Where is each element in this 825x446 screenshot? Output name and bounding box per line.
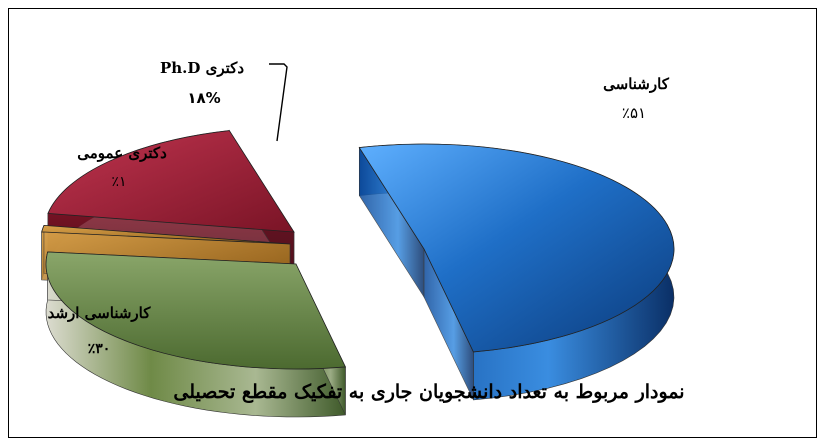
slice-bachelor-top: [358, 143, 675, 353]
slice-value-phd: ۱۸%: [187, 89, 221, 107]
slice-general-doctor-top: [41, 224, 291, 245]
slice-label-bachelor: کارشناسی: [603, 75, 669, 93]
slice-label-general-doctor: دکتری عمومی: [77, 144, 167, 162]
pie-chart: [41, 63, 675, 418]
chart-frame: کارشناسی ٪۵۱ دکتری Ph.D ۱۸% دکتری عمومی …: [8, 8, 817, 438]
slice-label-master: کارشناسی ارشد: [47, 304, 151, 322]
slice-phd-top: [47, 130, 295, 233]
slice-value-master: ٪۳۰: [87, 341, 111, 357]
slice-master-top: [45, 251, 347, 370]
phd-leader-line: [269, 63, 288, 142]
chart-title: نمودار مربوط به تعداد دانشجویان جاری به …: [173, 381, 685, 403]
slice-label-phd: دکتری Ph.D: [159, 59, 244, 77]
slice-value-bachelor: ٪۵۱: [621, 104, 647, 122]
slice-value-general-doctor: ٪۱: [111, 174, 127, 190]
